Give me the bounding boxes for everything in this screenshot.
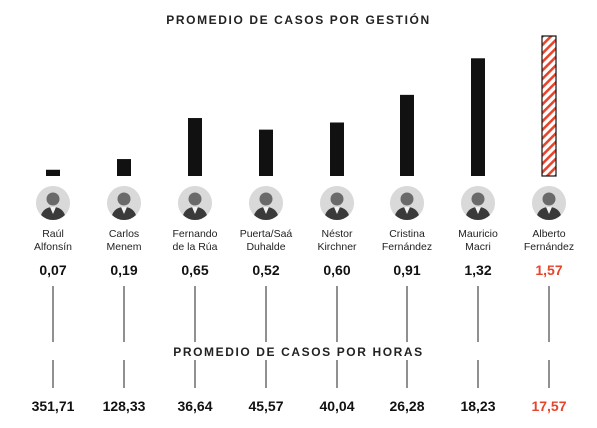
avatar-0 [36,186,70,220]
avatar-3 [249,186,283,220]
avatar-2 [178,186,212,220]
hours-label-1: 128,33 [102,398,146,414]
category-label-7: Alberto Fernández [504,228,594,254]
avatar-5 [390,186,424,220]
avatar-4 [320,186,354,220]
avatar-1 [107,186,141,220]
value-label-5: 0,91 [393,262,421,278]
person-icon [320,186,354,220]
value-label-6: 1,32 [464,262,492,278]
hours-label-7: 17,57 [531,398,567,414]
hours-label-2: 36,64 [177,398,213,414]
bar-6 [471,58,485,176]
category-label-4: Néstor Kirchner [292,228,382,254]
person-icon [461,186,495,220]
category-label-line1: Carlos [108,228,140,240]
value-label-2: 0,65 [181,262,209,278]
category-label-line2: Fernández [523,241,575,253]
avatar-6 [461,186,495,220]
category-label-line1: Mauricio [458,228,498,240]
value-label-1: 0,19 [110,262,138,278]
category-label-line2: Kirchner [317,241,357,253]
hours-label-4: 40,04 [319,398,355,414]
category-label-line1: Raúl [42,228,64,240]
value-label-4: 0,60 [323,262,351,278]
value-label-3: 0,52 [252,262,280,278]
bar-0 [46,169,60,176]
person-icon [36,186,70,220]
category-label-line1: Cristina [389,228,425,240]
hours-label-0: 351,71 [31,398,75,414]
secondary-title: PROMEDIO DE CASOS POR HORAS [0,345,597,359]
person-icon [107,186,141,220]
bar-4 [330,122,344,176]
bar-3 [259,129,273,176]
category-label-line2: Alfonsín [34,241,72,253]
category-label-line2: Menem [106,241,142,253]
category-label-0: Raúl Alfonsín [8,228,98,254]
connector-lines [52,286,550,388]
category-label-line2: Duhalde [246,241,286,253]
person-icon [532,186,566,220]
category-label-3: Puerta/Saá Duhalde [221,228,311,254]
secondary-title-text: PROMEDIO DE CASOS POR HORAS [167,345,430,359]
value-label-0: 0,07 [39,262,67,278]
bar-7 [541,35,557,177]
avatar-7 [532,186,566,220]
category-label-line1: Fernando [172,228,218,240]
chart-title: PROMEDIO DE CASOS POR GESTIÓN [0,13,597,27]
person-icon [249,186,283,220]
category-label-line2: de la Rúa [172,241,218,253]
category-label-line1: Puerta/Saá [239,228,293,240]
person-icon [178,186,212,220]
category-label-5: Cristina Fernández [362,228,452,254]
hours-label-5: 26,28 [389,398,425,414]
category-label-1: Carlos Menem [79,228,169,254]
category-label-line2: Fernández [381,241,433,253]
hours-label-6: 18,23 [460,398,496,414]
hours-label-3: 45,57 [248,398,284,414]
person-icon [390,186,424,220]
bar-2 [188,118,202,176]
bar-1 [117,159,131,176]
category-label-2: Fernando de la Rúa [150,228,240,254]
category-label-6: Mauricio Macri [433,228,523,254]
bars-group [46,35,557,177]
category-label-line1: Néstor [321,228,353,240]
chart-title-text: PROMEDIO DE CASOS POR GESTIÓN [160,13,437,27]
value-label-7: 1,57 [535,262,563,278]
bar-5 [400,94,414,176]
category-label-line1: Alberto [532,228,566,240]
category-label-line2: Macri [465,241,491,253]
